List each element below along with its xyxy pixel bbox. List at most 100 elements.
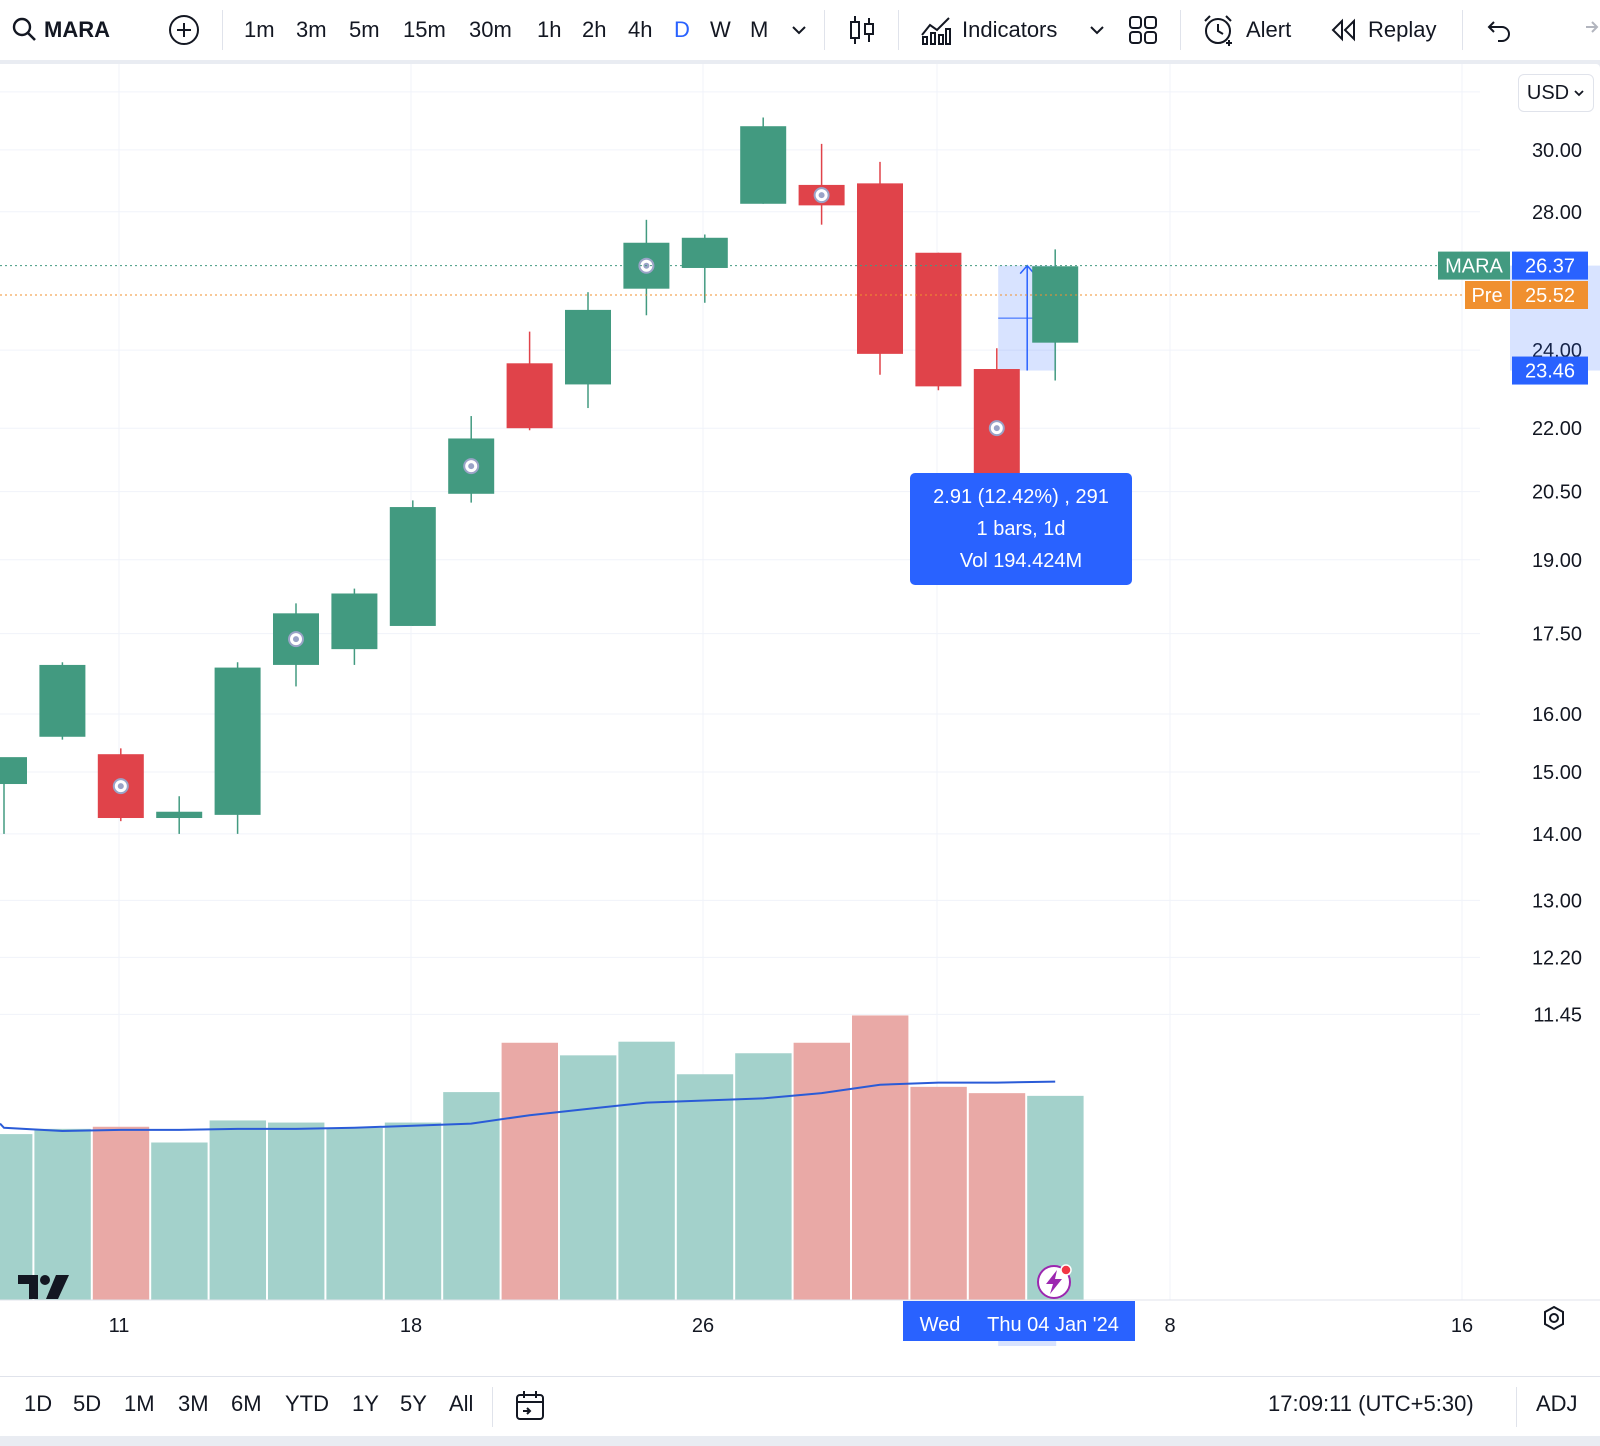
measure-change: 2.91 (12.42%) , 291 [933,486,1109,508]
range-5d[interactable]: 5D [73,1391,102,1416]
search-icon [12,17,36,41]
y-tick-label: 22.00 [1532,418,1582,440]
alarm-clock-icon [1204,15,1232,46]
volume-bar [0,1134,33,1300]
range-6m[interactable]: 6M [231,1391,262,1416]
indicators-button[interactable]: Indicators [920,12,1057,48]
interval-dropdown[interactable] [790,12,808,48]
candle-body [915,252,962,387]
replay-label: Replay [1368,17,1437,42]
interval-5m[interactable]: 5m [349,17,380,42]
indicators-label: Indicators [962,17,1058,42]
range-5y[interactable]: 5Y [400,1391,427,1416]
volume-bar [852,1015,909,1300]
volume-bar [326,1127,383,1300]
range-3m[interactable]: 3M [178,1391,209,1416]
volume-bar [793,1042,850,1300]
volume-bar [501,1042,558,1300]
interval-m[interactable]: M [750,17,769,42]
volume-bar [910,1086,967,1300]
candle-body [565,309,611,385]
settings-icon[interactable] [1540,1304,1568,1332]
candle-body [857,183,903,354]
range-1y[interactable]: 1Y [352,1391,379,1416]
measure-bars: 1 bars, 1d [976,518,1066,540]
x-tick-label: 16 [1451,1315,1473,1337]
range-1d[interactable]: 1D [24,1391,53,1416]
y-tick-label: 14.00 [1532,824,1582,846]
symbol-search[interactable]: MARA [12,12,110,48]
candle-body [681,237,728,268]
chart-type-button[interactable] [848,12,876,48]
candle-body [389,507,436,626]
pre-tag: Pre [1471,285,1502,307]
compare-button[interactable] [168,12,200,48]
y-tick-label: 11.45 [1533,1004,1582,1026]
layout-button[interactable] [1128,12,1158,48]
range-ytd[interactable]: YTD [285,1391,329,1416]
volume-bar [443,1092,500,1300]
x-tick-label: 18 [400,1315,422,1337]
event-marker-dot [117,783,124,790]
volume-bar [209,1120,266,1300]
chart-panel[interactable]: 46.0042.0038.0034.0032.0030.0028.0024.00… [0,64,1600,1376]
interval-4h[interactable]: 4h [628,17,653,42]
candle-body [156,811,203,819]
clock-display[interactable]: 17:09:11 (UTC+5:30) [1268,1391,1474,1416]
last-price-tag: 26.37 [1525,256,1575,278]
symbol-tag: MARA [1445,256,1503,278]
measure-tooltip: 2.91 (12.42%) , 291 1 bars, 1d Vol 194.4… [910,473,1132,585]
undo-button[interactable] [1486,12,1512,48]
pre-price-tag: 25.52 [1525,285,1575,307]
goto-date-button[interactable] [514,1389,548,1429]
range-1m[interactable]: 1M [124,1391,155,1416]
tradingview-logo [18,1275,69,1299]
y-tick-label: 12.20 [1532,947,1582,969]
currency-selector[interactable]: USD [1518,74,1594,112]
alert-button[interactable]: Alert [1202,12,1291,48]
volume-bar [92,1126,150,1300]
volume-bar [384,1122,442,1300]
measure-arrow-head [1019,264,1035,275]
candle-body [506,363,553,429]
y-tick-label: 15.00 [1532,762,1582,784]
currency-label: USD [1526,81,1570,104]
interval-3m[interactable]: 3m [296,17,327,42]
crosshair-date-bg [903,1301,1135,1341]
price-chart[interactable]: 46.0042.0038.0034.0032.0030.0028.0024.00… [0,64,1600,1376]
candle-body [740,126,787,204]
symbol-tag-bg [1438,251,1510,280]
volume-bar [34,1128,91,1300]
y-tick-label: 28.00 [1532,202,1582,224]
y-tick-label: 20.50 [1532,482,1582,504]
top-toolbar: MARA 1m 3m 5m 15m 30m 1h 2h 4h D W M Ind… [0,0,1600,60]
interval-1h[interactable]: 1h [537,17,562,42]
replay-button[interactable]: Replay [1330,12,1436,48]
indicators-dropdown[interactable] [1088,12,1106,48]
redo-button[interactable] [1578,12,1600,48]
y-tick-label: 16.00 [1532,704,1582,726]
replay-icon [1331,18,1355,42]
volume-bar [676,1074,734,1300]
measure-low-tag-bg [1512,356,1588,385]
volume-bar [968,1093,1026,1300]
interval-1m[interactable]: 1m [244,17,275,42]
crosshair-wed-label: Wed [920,1314,961,1336]
interval-15m[interactable]: 15m [403,17,446,42]
interval-d[interactable]: D [674,17,690,42]
pre-tag-bg [1465,280,1510,309]
range-all[interactable]: All [449,1391,474,1416]
candle-body [39,664,86,737]
bolt-icon [1046,1270,1062,1294]
volume-ma-line [0,1080,1056,1132]
volume-bar [268,1122,325,1300]
interval-30m[interactable]: 30m [469,17,512,42]
interval-w[interactable]: W [710,17,731,42]
adj-toggle[interactable]: ADJ [1536,1391,1578,1416]
pre-price-tag-bg [1512,280,1588,309]
candle-body [214,667,261,815]
indicators-icon [921,17,951,45]
interval-2h[interactable]: 2h [582,17,607,42]
bottom-bar: 1D 5D 1M 3M 6M YTD 1Y 5Y All 17:09:11 (U… [0,1376,1600,1436]
chevron-down-icon [1090,26,1104,35]
